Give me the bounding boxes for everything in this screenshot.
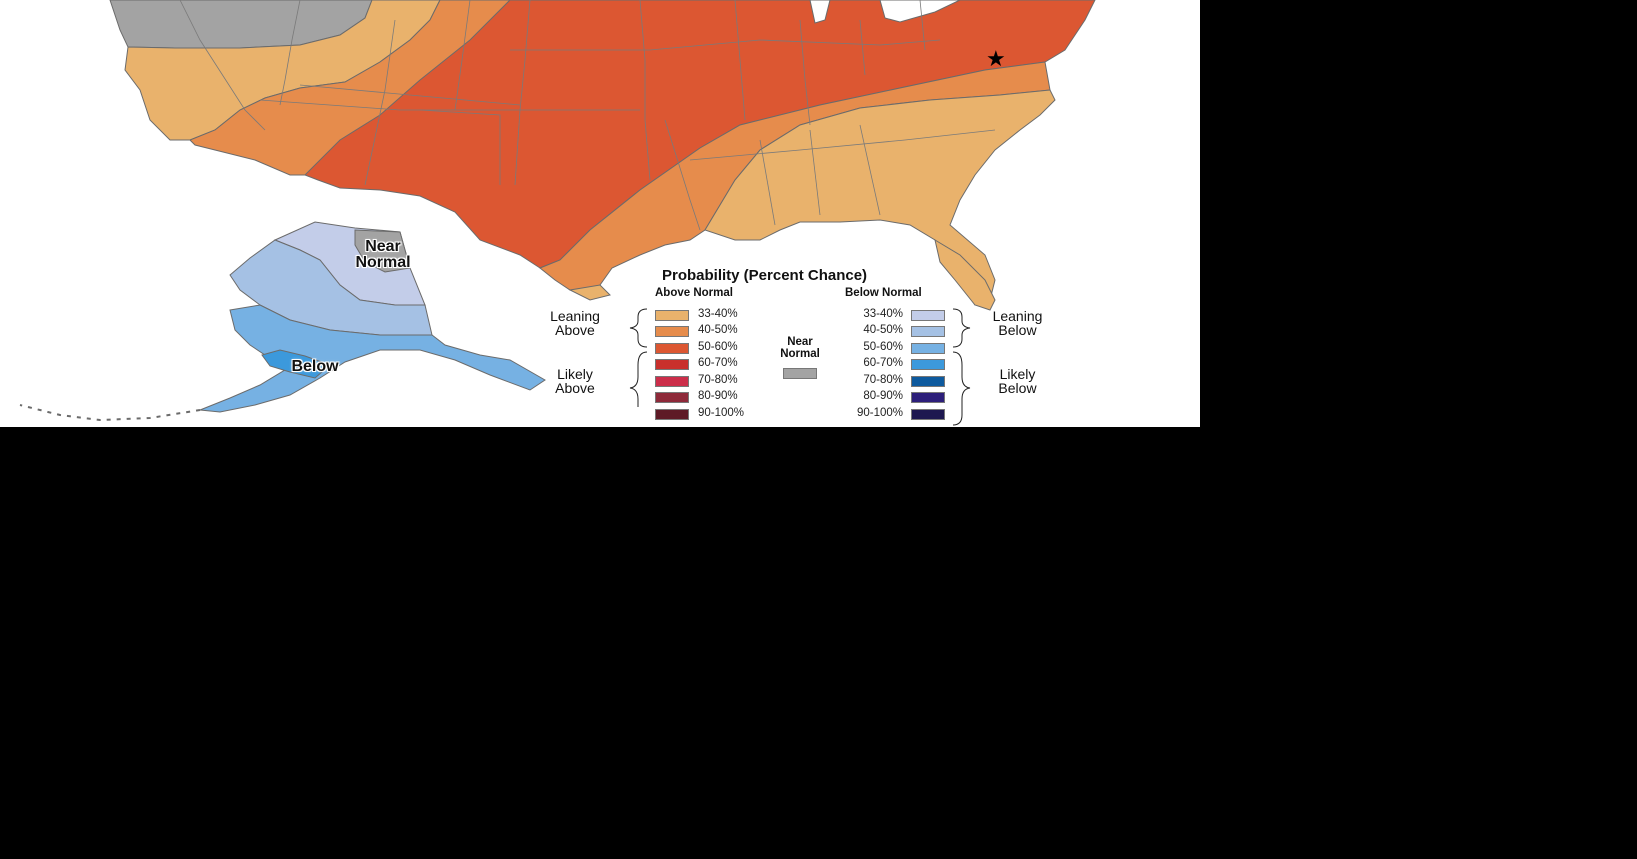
conus-map <box>109 0 1096 311</box>
pct-above-70-80: 70-80% <box>698 374 738 386</box>
swatch-below-60-70 <box>911 359 945 370</box>
alaska-near-normal <box>354 229 411 273</box>
pct-above-50-60: 50-60% <box>698 341 738 353</box>
leaning-above-label: Leaning Above <box>550 308 600 338</box>
swatch-above-33-40 <box>655 310 689 321</box>
swatch-above-50-60 <box>655 343 689 354</box>
pct-above-60-70: 60-70% <box>698 357 738 369</box>
alaska-near-normal-label: Near Normal <box>355 238 411 271</box>
legend: Probability (Percent Chance) Above Norma… <box>540 262 1060 427</box>
leaning-below-label: Leaning Below <box>992 308 1043 338</box>
swatch-below-70-80 <box>911 376 945 387</box>
state-borders <box>179 0 996 231</box>
alaska-below-60-70 <box>261 349 331 379</box>
likely-above-label: Likely Above <box>555 366 595 396</box>
star-icon: ★ <box>986 46 1006 71</box>
pct-above-40-50: 40-50% <box>698 324 738 336</box>
near-normal-label: Near Normal <box>780 336 820 360</box>
alaska-aleutians <box>19 404 201 422</box>
swatch-below-80-90 <box>911 392 945 403</box>
texas-south-tip <box>568 284 611 301</box>
pct-below-60-70: 60-70% <box>863 357 903 369</box>
lake-michigan <box>809 0 831 24</box>
alaska-map <box>19 221 546 422</box>
below-braces <box>952 308 971 426</box>
outlook-map: ★ Near Normal Below Probability (Percent… <box>0 0 1200 427</box>
florida-peninsula <box>934 238 996 311</box>
swatch-below-90-100 <box>911 409 945 420</box>
pct-below-70-80: 70-80% <box>863 374 903 386</box>
leaning-above-brace <box>629 308 648 407</box>
pct-below-33-40: 33-40% <box>863 308 903 320</box>
likely-below-label: Likely Below <box>998 366 1037 396</box>
pct-below-50-60: 50-60% <box>863 341 903 353</box>
swatch-above-90-100 <box>655 409 689 420</box>
below-normal-header: Below Normal <box>845 287 922 299</box>
swatch-above-60-70 <box>655 359 689 370</box>
pct-below-80-90: 80-90% <box>863 390 903 402</box>
region-above-33-40-southeast <box>704 89 1056 306</box>
swatch-above-70-80 <box>655 376 689 387</box>
swatch-below-33-40 <box>911 310 945 321</box>
alaska-below-label: Below <box>291 358 339 375</box>
pct-below-40-50: 40-50% <box>863 324 903 336</box>
region-above-40-50-west <box>189 0 511 176</box>
swatch-near-normal <box>783 368 817 379</box>
lake-erie-huron <box>879 0 961 23</box>
pct-above-90-100: 90-100% <box>698 407 745 419</box>
pct-above-80-90: 80-90% <box>698 390 738 402</box>
map-graphic <box>19 0 1096 422</box>
swatch-above-40-50 <box>655 326 689 337</box>
swatch-above-80-90 <box>655 392 689 403</box>
above-normal-header: Above Normal <box>655 287 733 299</box>
pct-above-33-40: 33-40% <box>698 308 738 320</box>
swatch-below-40-50 <box>911 326 945 337</box>
pct-below-90-100: 90-100% <box>856 407 903 419</box>
legend-title: Probability (Percent Chance) <box>662 267 868 284</box>
swatch-below-50-60 <box>911 343 945 354</box>
